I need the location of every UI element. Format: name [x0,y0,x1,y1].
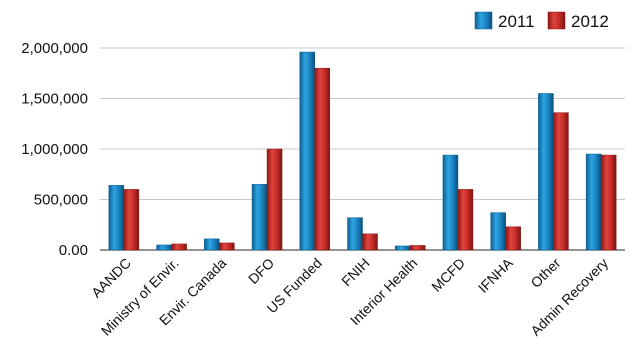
legend-label-2012: 2012 [571,12,609,31]
bar-2011 [490,212,506,251]
y-axis-tick-labels: 0.00 500,000 1,000,000 1,500,000 2,000,000 [21,40,88,259]
bar-2011 [251,184,268,251]
bar-2012 [457,189,474,251]
legend-swatch-2011 [474,11,493,30]
legend-swatch-2012 [547,11,566,30]
bar-2012 [123,189,140,251]
bar-2012 [314,67,331,251]
bar-2012 [266,148,283,251]
bars [108,51,617,251]
bar-2011 [347,217,363,251]
bar-2012 [600,154,617,251]
bar-2012 [409,245,426,251]
y-tick-label: 500,000 [34,192,88,209]
bar-2011 [442,154,459,251]
bar-2011 [394,245,411,251]
bar-2012 [171,243,187,251]
bar-2012 [362,233,378,251]
x-category-label: MCFD [428,255,468,295]
y-tick-label: 1,500,000 [21,91,88,108]
y-tick-label: 0.00 [59,242,88,259]
x-category-label: FNIH [338,255,372,289]
bar-2012 [219,242,235,251]
bar-2011 [156,244,172,251]
bar-2011 [585,153,602,251]
legend-label-2011: 2011 [498,12,535,31]
y-tick-label: 2,000,000 [21,40,88,57]
bar-2012 [505,226,521,251]
x-category-label: IFNHA [475,254,516,295]
bar-2012 [553,112,569,251]
bar-2011 [204,238,220,251]
legend: 2011 2012 [474,11,609,31]
x-category-label: AANDC [88,255,134,301]
y-tick-label: 1,000,000 [21,141,88,158]
x-category-label: Other [527,255,563,291]
x-category-label: DFO [245,255,277,287]
bar-2011 [108,185,125,251]
bar-2011 [299,51,316,251]
bar-2011 [538,93,554,251]
